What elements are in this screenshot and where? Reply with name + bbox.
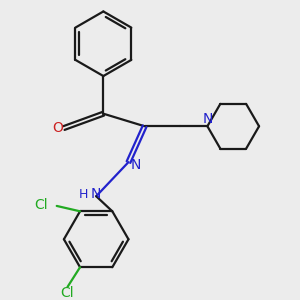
Text: N: N bbox=[90, 188, 101, 201]
Text: Cl: Cl bbox=[61, 286, 74, 300]
Text: H: H bbox=[79, 188, 88, 201]
Text: N: N bbox=[130, 158, 141, 172]
Text: N: N bbox=[202, 112, 213, 126]
Text: Cl: Cl bbox=[34, 198, 48, 212]
Text: O: O bbox=[52, 121, 63, 135]
